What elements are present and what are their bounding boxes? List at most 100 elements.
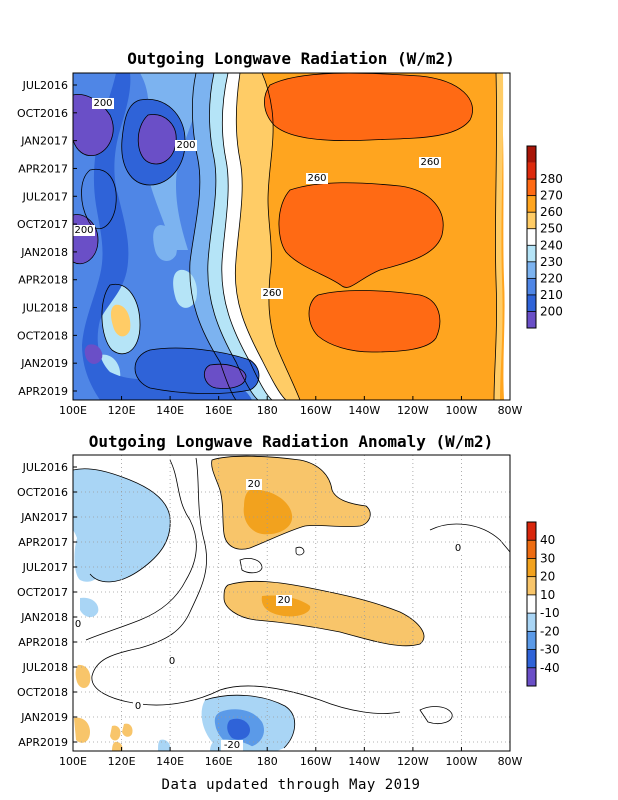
y-tick-label: APR2017 bbox=[18, 536, 68, 549]
x-tick-label: 120W bbox=[397, 755, 429, 768]
contour-label-bg bbox=[306, 173, 328, 184]
contour-label-bg bbox=[73, 619, 83, 630]
colorbar-swatch bbox=[527, 613, 536, 632]
olr-anomaly-panel: Outgoing Longwave Radiation Anomaly (W/m… bbox=[17, 432, 560, 768]
x-tick-label: 180 bbox=[257, 404, 278, 417]
colorbar-label: 40 bbox=[540, 533, 555, 547]
x-tick-label: 160E bbox=[205, 404, 233, 417]
colorbar-swatch bbox=[527, 228, 536, 246]
contour-label: 0 bbox=[455, 543, 461, 554]
olr-anomaly-title: Outgoing Longwave Radiation Anomaly (W/m… bbox=[89, 432, 494, 451]
colorbar-label: -10 bbox=[540, 606, 560, 620]
olr-title: Outgoing Longwave Radiation (W/m2) bbox=[127, 49, 455, 68]
y-tick-label: OCT2017 bbox=[17, 586, 68, 599]
y-tick-label: APR2018 bbox=[18, 636, 68, 649]
y-tick-label: OCT2017 bbox=[17, 218, 68, 231]
contour-label-bg bbox=[167, 656, 177, 667]
x-tick-label: 140W bbox=[348, 404, 380, 417]
colorbar-label: 260 bbox=[540, 205, 563, 219]
x-tick-label: 140W bbox=[348, 755, 380, 768]
olr-anomaly-plot-frame bbox=[72, 454, 511, 752]
contour-label: 200 bbox=[176, 140, 195, 151]
colorbar-label: 240 bbox=[540, 238, 563, 252]
y-tick-label: JUL2017 bbox=[22, 190, 68, 203]
contour-label: 260 bbox=[307, 173, 326, 184]
contour-label-bg bbox=[133, 701, 143, 712]
colorbar-label: 280 bbox=[540, 172, 563, 186]
colorbar-swatch bbox=[527, 294, 536, 312]
y-tick-label: JAN2018 bbox=[20, 246, 68, 259]
contour-label-bg bbox=[221, 740, 243, 751]
y-tick-label: JUL2018 bbox=[22, 302, 68, 315]
x-tick-label: 80W bbox=[498, 755, 523, 768]
contour-label-bg bbox=[419, 157, 441, 168]
colorbar-label: -20 bbox=[540, 624, 560, 638]
colorbar-label: -30 bbox=[540, 643, 560, 657]
y-tick-label: JAN2018 bbox=[20, 611, 68, 624]
colorbar-label: 210 bbox=[540, 288, 563, 302]
x-tick-label: 160E bbox=[205, 755, 233, 768]
y-tick-label: JAN2019 bbox=[20, 357, 68, 370]
y-tick-label: JUL2016 bbox=[22, 461, 68, 474]
colorbar-label: -40 bbox=[540, 661, 560, 675]
contour-label-bg bbox=[246, 479, 262, 490]
colorbar-frame bbox=[526, 145, 537, 329]
colorbar-swatch bbox=[527, 212, 536, 229]
colorbar-swatch bbox=[527, 278, 536, 295]
x-tick-label: 100W bbox=[446, 404, 478, 417]
y-tick-label: OCT2016 bbox=[17, 486, 68, 499]
x-tick-label: 160W bbox=[300, 755, 332, 768]
colorbar-label: 270 bbox=[540, 189, 563, 203]
y-tick-label: JUL2016 bbox=[22, 79, 68, 92]
y-tick-label: APR2017 bbox=[18, 162, 68, 175]
contour-label: 260 bbox=[262, 288, 281, 299]
y-tick-label: OCT2016 bbox=[17, 107, 68, 120]
y-tick-label: JAN2017 bbox=[20, 511, 68, 524]
colorbar-label: 250 bbox=[540, 222, 563, 236]
x-tick-label: 120W bbox=[397, 404, 429, 417]
colorbar-swatch bbox=[527, 594, 536, 614]
y-tick-label: APR2018 bbox=[18, 274, 68, 287]
colorbar-frame bbox=[526, 521, 537, 687]
colorbar-swatch bbox=[527, 311, 536, 328]
colorbar-swatch bbox=[527, 649, 536, 668]
colorbar-label: 220 bbox=[540, 271, 563, 285]
x-tick-label: 140E bbox=[156, 404, 184, 417]
olr-field bbox=[73, 73, 510, 400]
colorbar-swatch bbox=[527, 245, 536, 262]
colorbar-label: 10 bbox=[540, 588, 555, 602]
x-tick-label: 100E bbox=[59, 404, 87, 417]
colorbar-swatch bbox=[527, 261, 536, 279]
y-tick-label: JUL2017 bbox=[22, 561, 68, 574]
contour-label: 200 bbox=[74, 225, 93, 236]
y-tick-label: JAN2019 bbox=[20, 711, 68, 724]
colorbar-swatch bbox=[527, 195, 536, 213]
colorbar-swatch bbox=[527, 631, 536, 650]
x-tick-label: 120E bbox=[108, 755, 136, 768]
olr-plot-frame bbox=[72, 72, 511, 401]
colorbar-swatch bbox=[527, 667, 536, 686]
x-tick-label: 80W bbox=[498, 404, 523, 417]
colorbar-swatch bbox=[527, 558, 536, 577]
x-tick-label: 100E bbox=[59, 755, 87, 768]
colorbar-swatch bbox=[527, 162, 536, 180]
contour-label: 0 bbox=[135, 701, 141, 712]
contour-label-bg bbox=[261, 288, 283, 299]
x-tick-label: 120E bbox=[108, 404, 136, 417]
x-tick-label: 180 bbox=[257, 755, 278, 768]
y-tick-label: JUL2018 bbox=[22, 661, 68, 674]
y-tick-label: OCT2018 bbox=[17, 686, 68, 699]
y-tick-label: APR2019 bbox=[18, 736, 68, 749]
contour-label: 260 bbox=[420, 157, 439, 168]
colorbar-swatch bbox=[527, 576, 536, 595]
contour-label: 20 bbox=[248, 479, 261, 490]
y-tick-label: APR2019 bbox=[18, 385, 68, 398]
contour-label: 20 bbox=[278, 595, 291, 606]
data-updated-note: Data updated through May 2019 bbox=[162, 777, 421, 793]
contour-label: 0 bbox=[75, 619, 81, 630]
colorbar-label: 230 bbox=[540, 255, 563, 269]
contour-label-bg bbox=[175, 140, 197, 151]
colorbar-label: 20 bbox=[540, 570, 555, 584]
colorbar-swatch bbox=[527, 540, 536, 559]
